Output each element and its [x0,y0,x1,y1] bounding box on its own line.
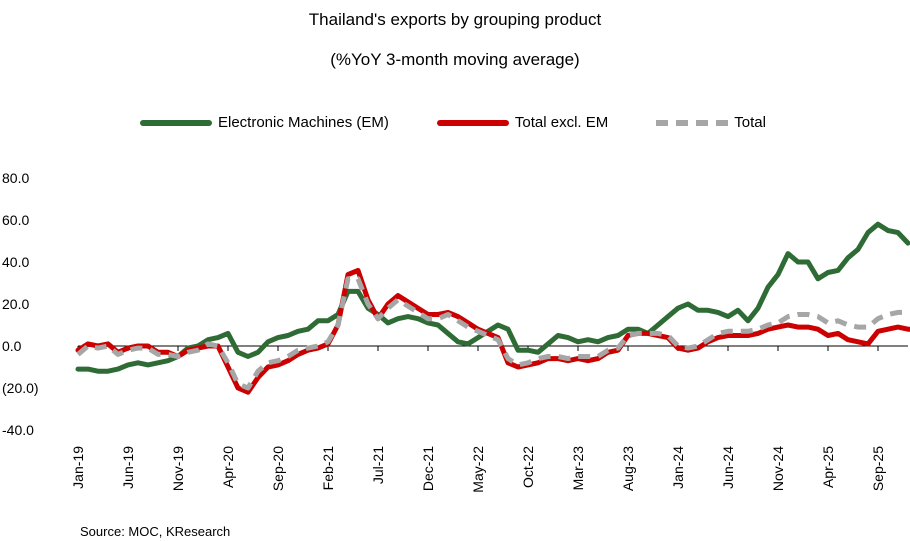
legend-item-total: Total [656,114,766,131]
legend-label-em: Electronic Machines (EM) [218,114,389,131]
x-tick-label: Jul-21 [370,446,386,484]
series-lines [75,221,910,395]
x-tick-label: Apr-20 [220,446,236,488]
x-tick-label: Sep-20 [270,446,286,491]
legend-item-em: Electronic Machines (EM) [140,114,389,131]
y-tick-label: 80.0 [2,170,29,186]
legend-swatch-total-excl-em [436,119,509,126]
x-tick-label: Dec-21 [420,446,436,491]
x-tick-label: Nov-19 [170,446,186,491]
series-line-2 [76,276,910,391]
x-tick-label: Aug-23 [620,446,636,491]
x-tick-label: Oct-22 [520,446,536,488]
y-tick-label: (20.0) [2,380,39,396]
legend-label-total: Total [734,114,766,131]
x-tick-label: Feb-21 [320,446,336,491]
source-note: Source: MOC, KResearch [80,524,231,539]
y-tick-label: -40.0 [2,422,34,438]
x-tick-label: Sep-25 [870,446,886,491]
legend-item-total-excl-em: Total excl. EM [436,114,609,131]
y-tick-label: 20.0 [2,296,29,312]
legend: Electronic Machines (EM) Total excl. EM … [140,114,814,131]
x-tick-label: Nov-24 [770,446,786,491]
x-axis-labels: Jan-19 Jun-19 Nov-19 Apr-20 Sep-20 Feb-21 Jul-… [70,446,886,493]
chart-subtitle: (%YoY 3-month moving average) [330,50,580,69]
x-tick-label: Jan-19 [70,446,86,489]
legend-swatch-em [140,119,212,126]
x-tick-label: May-22 [470,446,486,493]
x-tick-label: Jan-24 [670,446,686,489]
y-axis-labels: 80.0 60.0 40.0 20.0 0.0 (20.0) -40.0 [2,170,39,438]
series-line-1 [75,267,910,395]
x-tick-label: Mar-23 [570,446,586,491]
y-tick-label: 40.0 [2,254,29,270]
series-line-0 [75,221,910,374]
x-tick-label: Jun-19 [120,446,136,489]
x-tick-label: Jun-24 [720,446,736,489]
x-tick-label: Apr-25 [820,446,836,488]
chart-title: Thailand's exports by grouping product [308,10,602,29]
y-tick-label: 60.0 [2,212,29,228]
y-tick-label: 0.0 [2,338,22,354]
legend-swatch-total [656,119,729,126]
legend-label-total-excl-em: Total excl. EM [514,114,609,131]
